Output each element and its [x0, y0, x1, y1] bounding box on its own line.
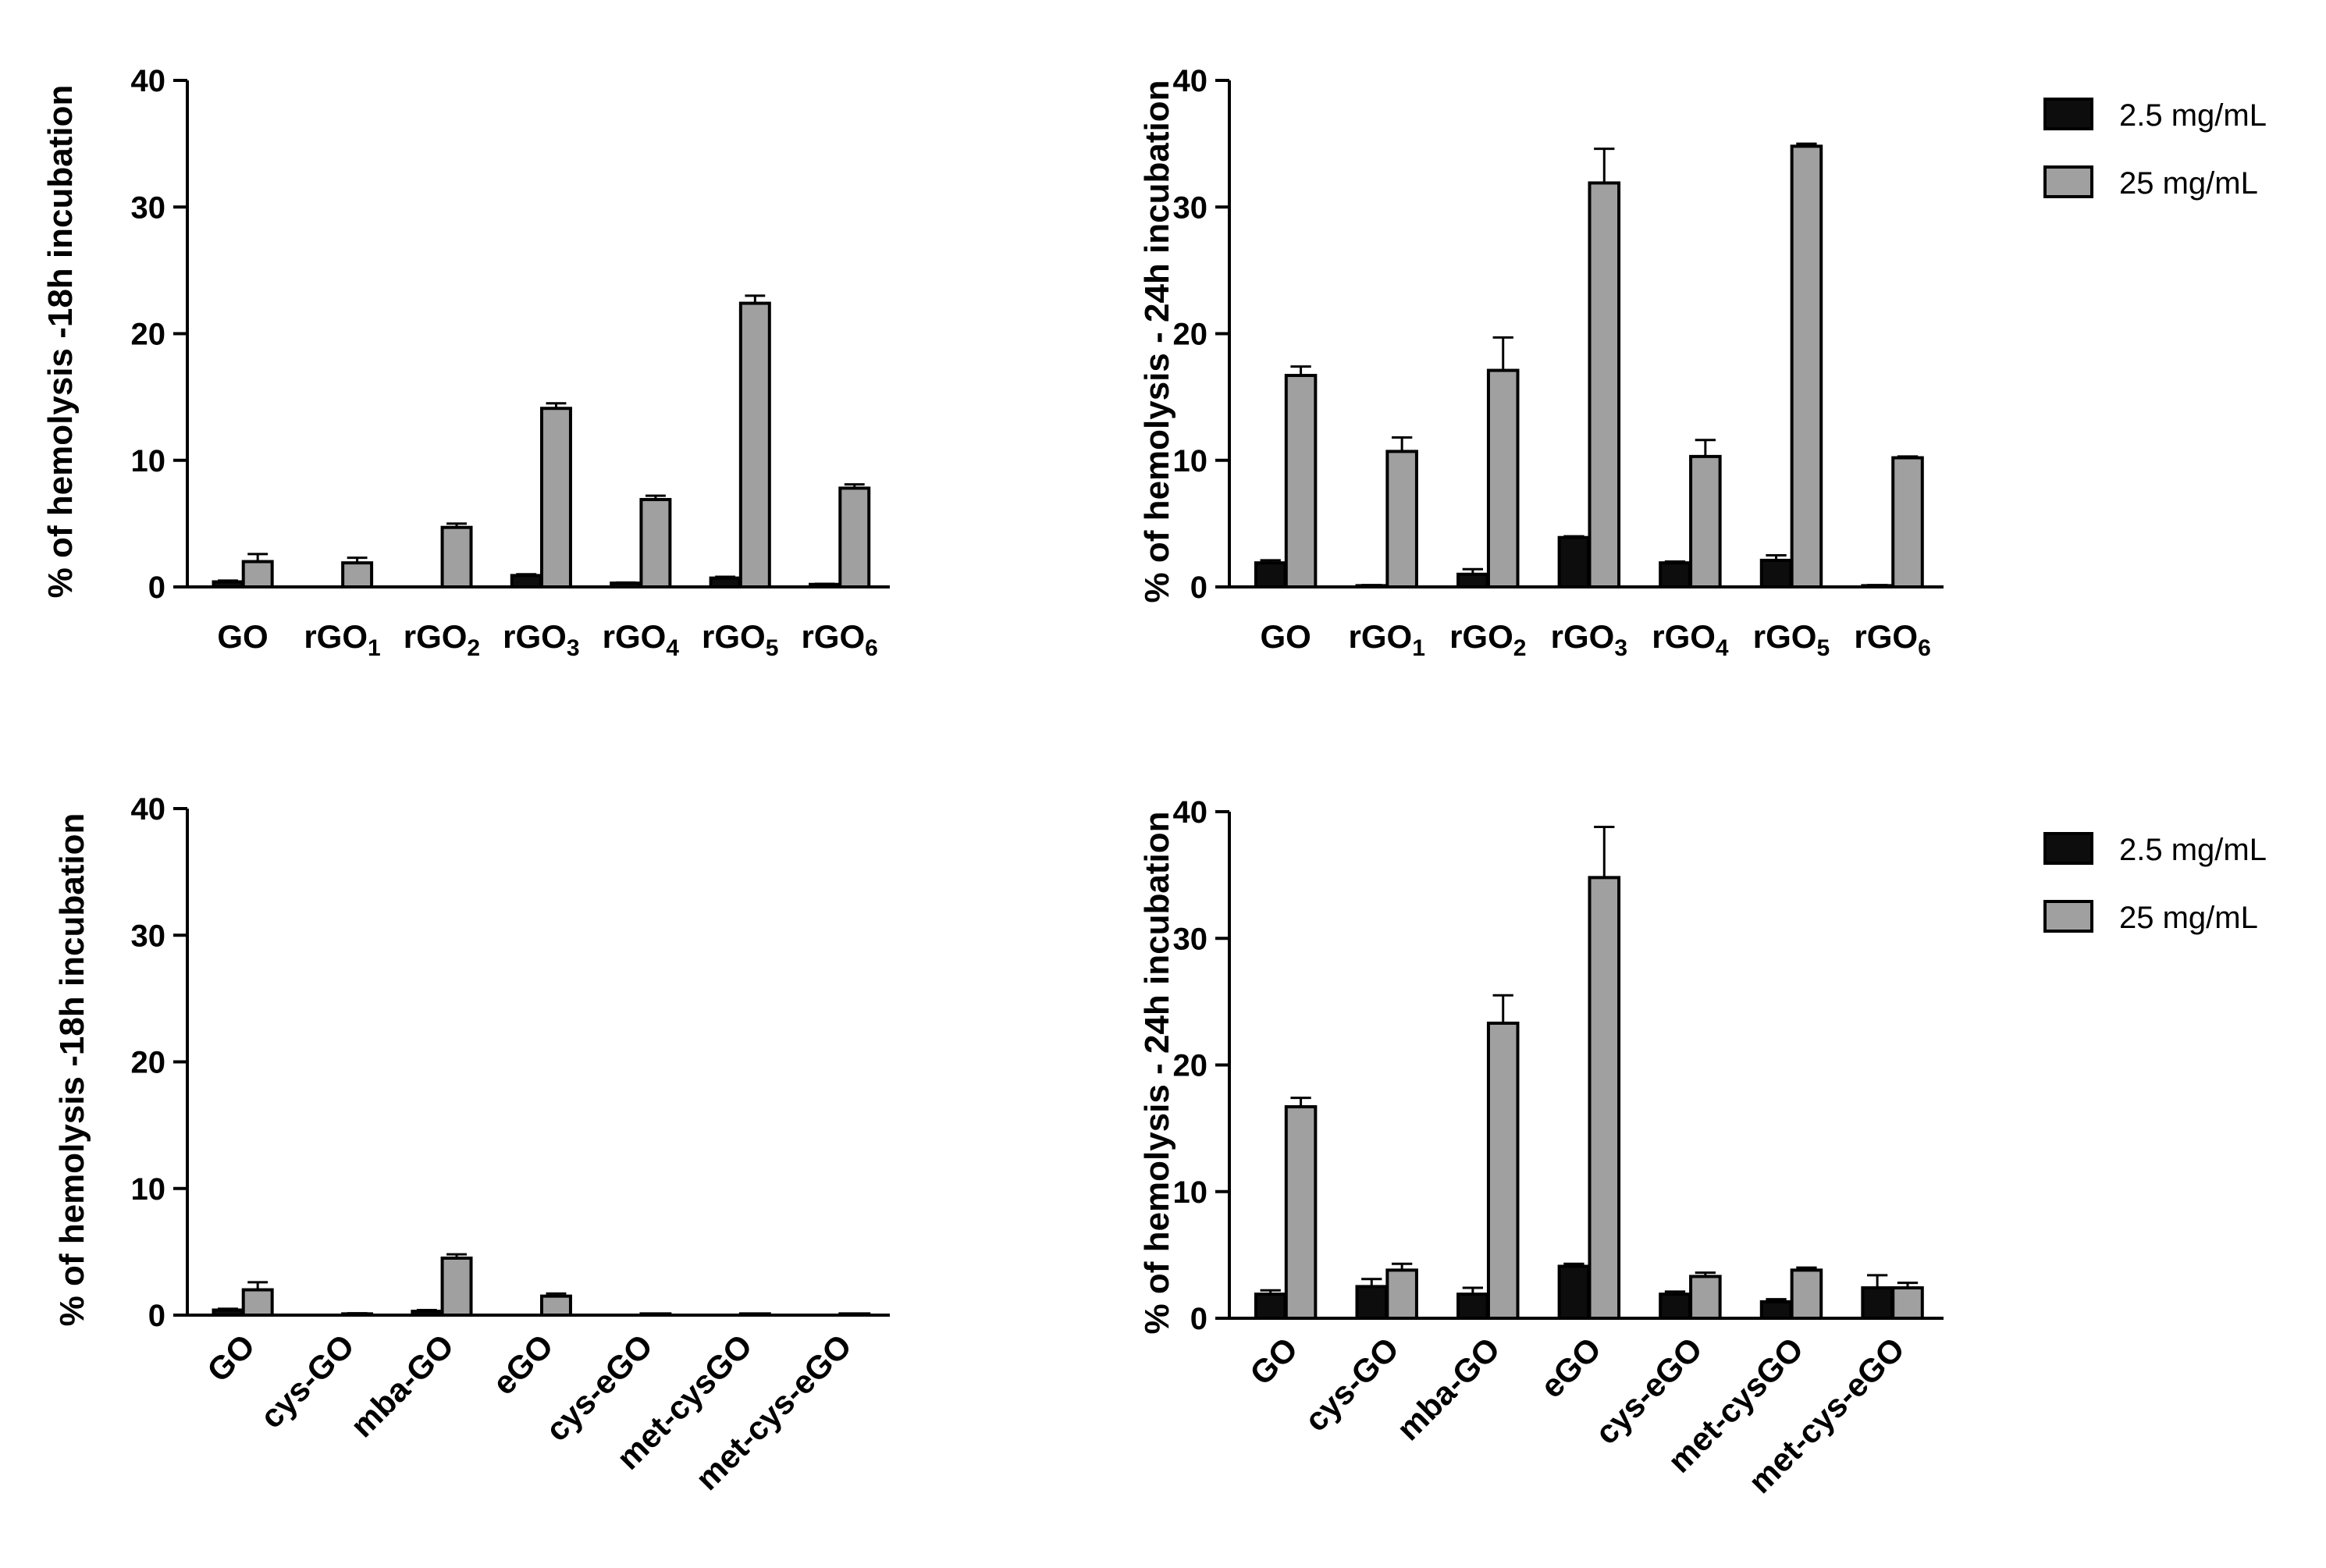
x-tick-label: GO	[217, 618, 268, 655]
x-tick-label: rGO4	[603, 618, 680, 661]
legend-label: 2.5 mg/mL	[2119, 98, 2267, 133]
bar-low-dose	[709, 576, 742, 589]
bar-high-dose	[1284, 1105, 1318, 1320]
bar-high-dose	[241, 1288, 274, 1317]
bar-low-dose	[212, 1308, 244, 1317]
bar-low-dose	[1759, 1300, 1793, 1320]
y-tick-label: 10	[1173, 444, 1208, 478]
x-tick-label: mba-GO	[343, 1327, 461, 1444]
bar-high-dose	[1588, 181, 1621, 589]
bar-high-dose	[639, 498, 672, 588]
bar-high-dose	[1486, 1021, 1520, 1321]
bar-high-dose	[1385, 450, 1418, 589]
bar-high-dose	[1385, 1268, 1418, 1320]
chart-panel-bottom-left: % of hemolysis -18h incubation 0 10 20 30 40 G…	[53, 792, 890, 1497]
bar-low-dose	[1759, 558, 1793, 588]
bar-high-dose	[738, 301, 771, 588]
x-tick-label: eGO	[1533, 1330, 1608, 1405]
x-tick-label: rGO5	[702, 618, 778, 661]
x-tick-label: rGO1	[304, 618, 380, 661]
x-tick-label: rGO5	[1753, 618, 1830, 661]
x-tick-label: rGO2	[404, 618, 480, 661]
legend-swatch	[2043, 900, 2093, 933]
bar-high-dose	[1689, 454, 1722, 588]
bar-high-dose	[838, 486, 871, 589]
y-tick-label: 0	[1190, 571, 1207, 605]
x-tick-label: rGO2	[1449, 618, 1526, 661]
bar-low-dose	[1254, 561, 1287, 588]
bar-high-dose	[1891, 1286, 1924, 1321]
y-tick-label: 30	[1173, 190, 1208, 225]
y-tick-label: 0	[148, 571, 165, 605]
y-tick-label: 30	[1173, 922, 1208, 956]
x-tick-label: rGO3	[503, 618, 579, 661]
y-axis-label: % of hemolysis - 24h incubation	[1138, 80, 1176, 603]
bar-low-dose	[1861, 1286, 1894, 1321]
y-tick-label: 20	[1173, 318, 1208, 352]
y-axis-label: % of hemolysis -18h incubation	[41, 85, 80, 599]
y-tick-label: 40	[131, 64, 166, 98]
bar-low-dose	[610, 581, 642, 589]
x-tick-label: rGO1	[1349, 618, 1425, 661]
bar-low-dose	[1659, 561, 1691, 588]
x-tick-label: rGO6	[801, 618, 877, 661]
bar-high-dose	[1284, 374, 1318, 588]
y-tick-label: 20	[131, 318, 166, 352]
y-tick-label: 0	[148, 1299, 165, 1333]
y-axis-label: % of hemolysis -18h incubation	[53, 813, 91, 1327]
x-tick-label: rGO6	[1854, 618, 1930, 661]
x-tick-label: eGO	[485, 1327, 560, 1402]
bar-low-dose	[1355, 1285, 1389, 1320]
legend-label: 25 mg/mL	[2119, 166, 2258, 201]
y-tick-label: 10	[1173, 1175, 1208, 1210]
bar-low-dose	[411, 1310, 443, 1317]
bar-low-dose	[212, 580, 244, 589]
bar-high-dose	[341, 561, 374, 588]
bar-high-dose	[1790, 1268, 1823, 1320]
bar-low-dose	[1254, 1292, 1287, 1320]
y-tick-label: 0	[1190, 1302, 1207, 1336]
bar-high-dose	[440, 525, 473, 588]
x-tick-label: rGO3	[1551, 618, 1627, 661]
bar-high-dose	[540, 1294, 572, 1317]
x-tick-label: GO	[200, 1327, 261, 1388]
chart-panel-top-left: % of hemolysis -18h incubation 0 10 20 30 40 G…	[41, 64, 890, 661]
bar-high-dose	[1891, 456, 1924, 588]
y-tick-label: 20	[1173, 1049, 1208, 1083]
y-axis-label: % of hemolysis - 24h incubation	[1138, 812, 1176, 1335]
bar-low-dose	[1456, 1292, 1489, 1320]
bar-high-dose	[540, 407, 572, 588]
y-tick-label: 10	[131, 1172, 166, 1207]
bar-high-dose	[1689, 1275, 1722, 1321]
bar-low-dose	[1659, 1292, 1691, 1320]
bar-high-dose	[1790, 144, 1823, 588]
y-tick-label: 40	[131, 792, 166, 827]
bar-low-dose	[510, 574, 542, 589]
bar-high-dose	[1486, 368, 1520, 588]
legend-swatch	[2043, 98, 2093, 130]
y-tick-label: 40	[1173, 64, 1208, 98]
x-tick-label: rGO4	[1652, 618, 1729, 661]
x-tick-label: mba-GO	[1389, 1330, 1506, 1447]
chart-panel-bottom-right: % of hemolysis - 24h incubation 0 10 20 30 40…	[1138, 795, 2267, 1500]
x-tick-label: GO	[1243, 1330, 1304, 1392]
x-tick-label: GO	[1260, 618, 1311, 655]
chart-panel-top-right: % of hemolysis - 24h incubation 0 10 20 30 40…	[1138, 64, 2267, 661]
y-tick-label: 40	[1173, 795, 1208, 830]
bar-high-dose	[440, 1256, 473, 1317]
legend-swatch	[2043, 165, 2093, 198]
legend-swatch	[2043, 832, 2093, 865]
bar-low-dose	[1456, 572, 1489, 589]
y-tick-label: 30	[131, 190, 166, 225]
bar-high-dose	[1588, 876, 1621, 1320]
legend-label: 25 mg/mL	[2119, 901, 2258, 935]
y-tick-label: 30	[131, 919, 166, 953]
bar-low-dose	[1557, 1264, 1591, 1321]
bar-high-dose	[241, 560, 274, 588]
y-tick-label: 10	[131, 444, 166, 478]
bar-low-dose	[1557, 535, 1591, 588]
legend-label: 2.5 mg/mL	[2119, 833, 2267, 867]
y-tick-label: 20	[131, 1046, 166, 1080]
